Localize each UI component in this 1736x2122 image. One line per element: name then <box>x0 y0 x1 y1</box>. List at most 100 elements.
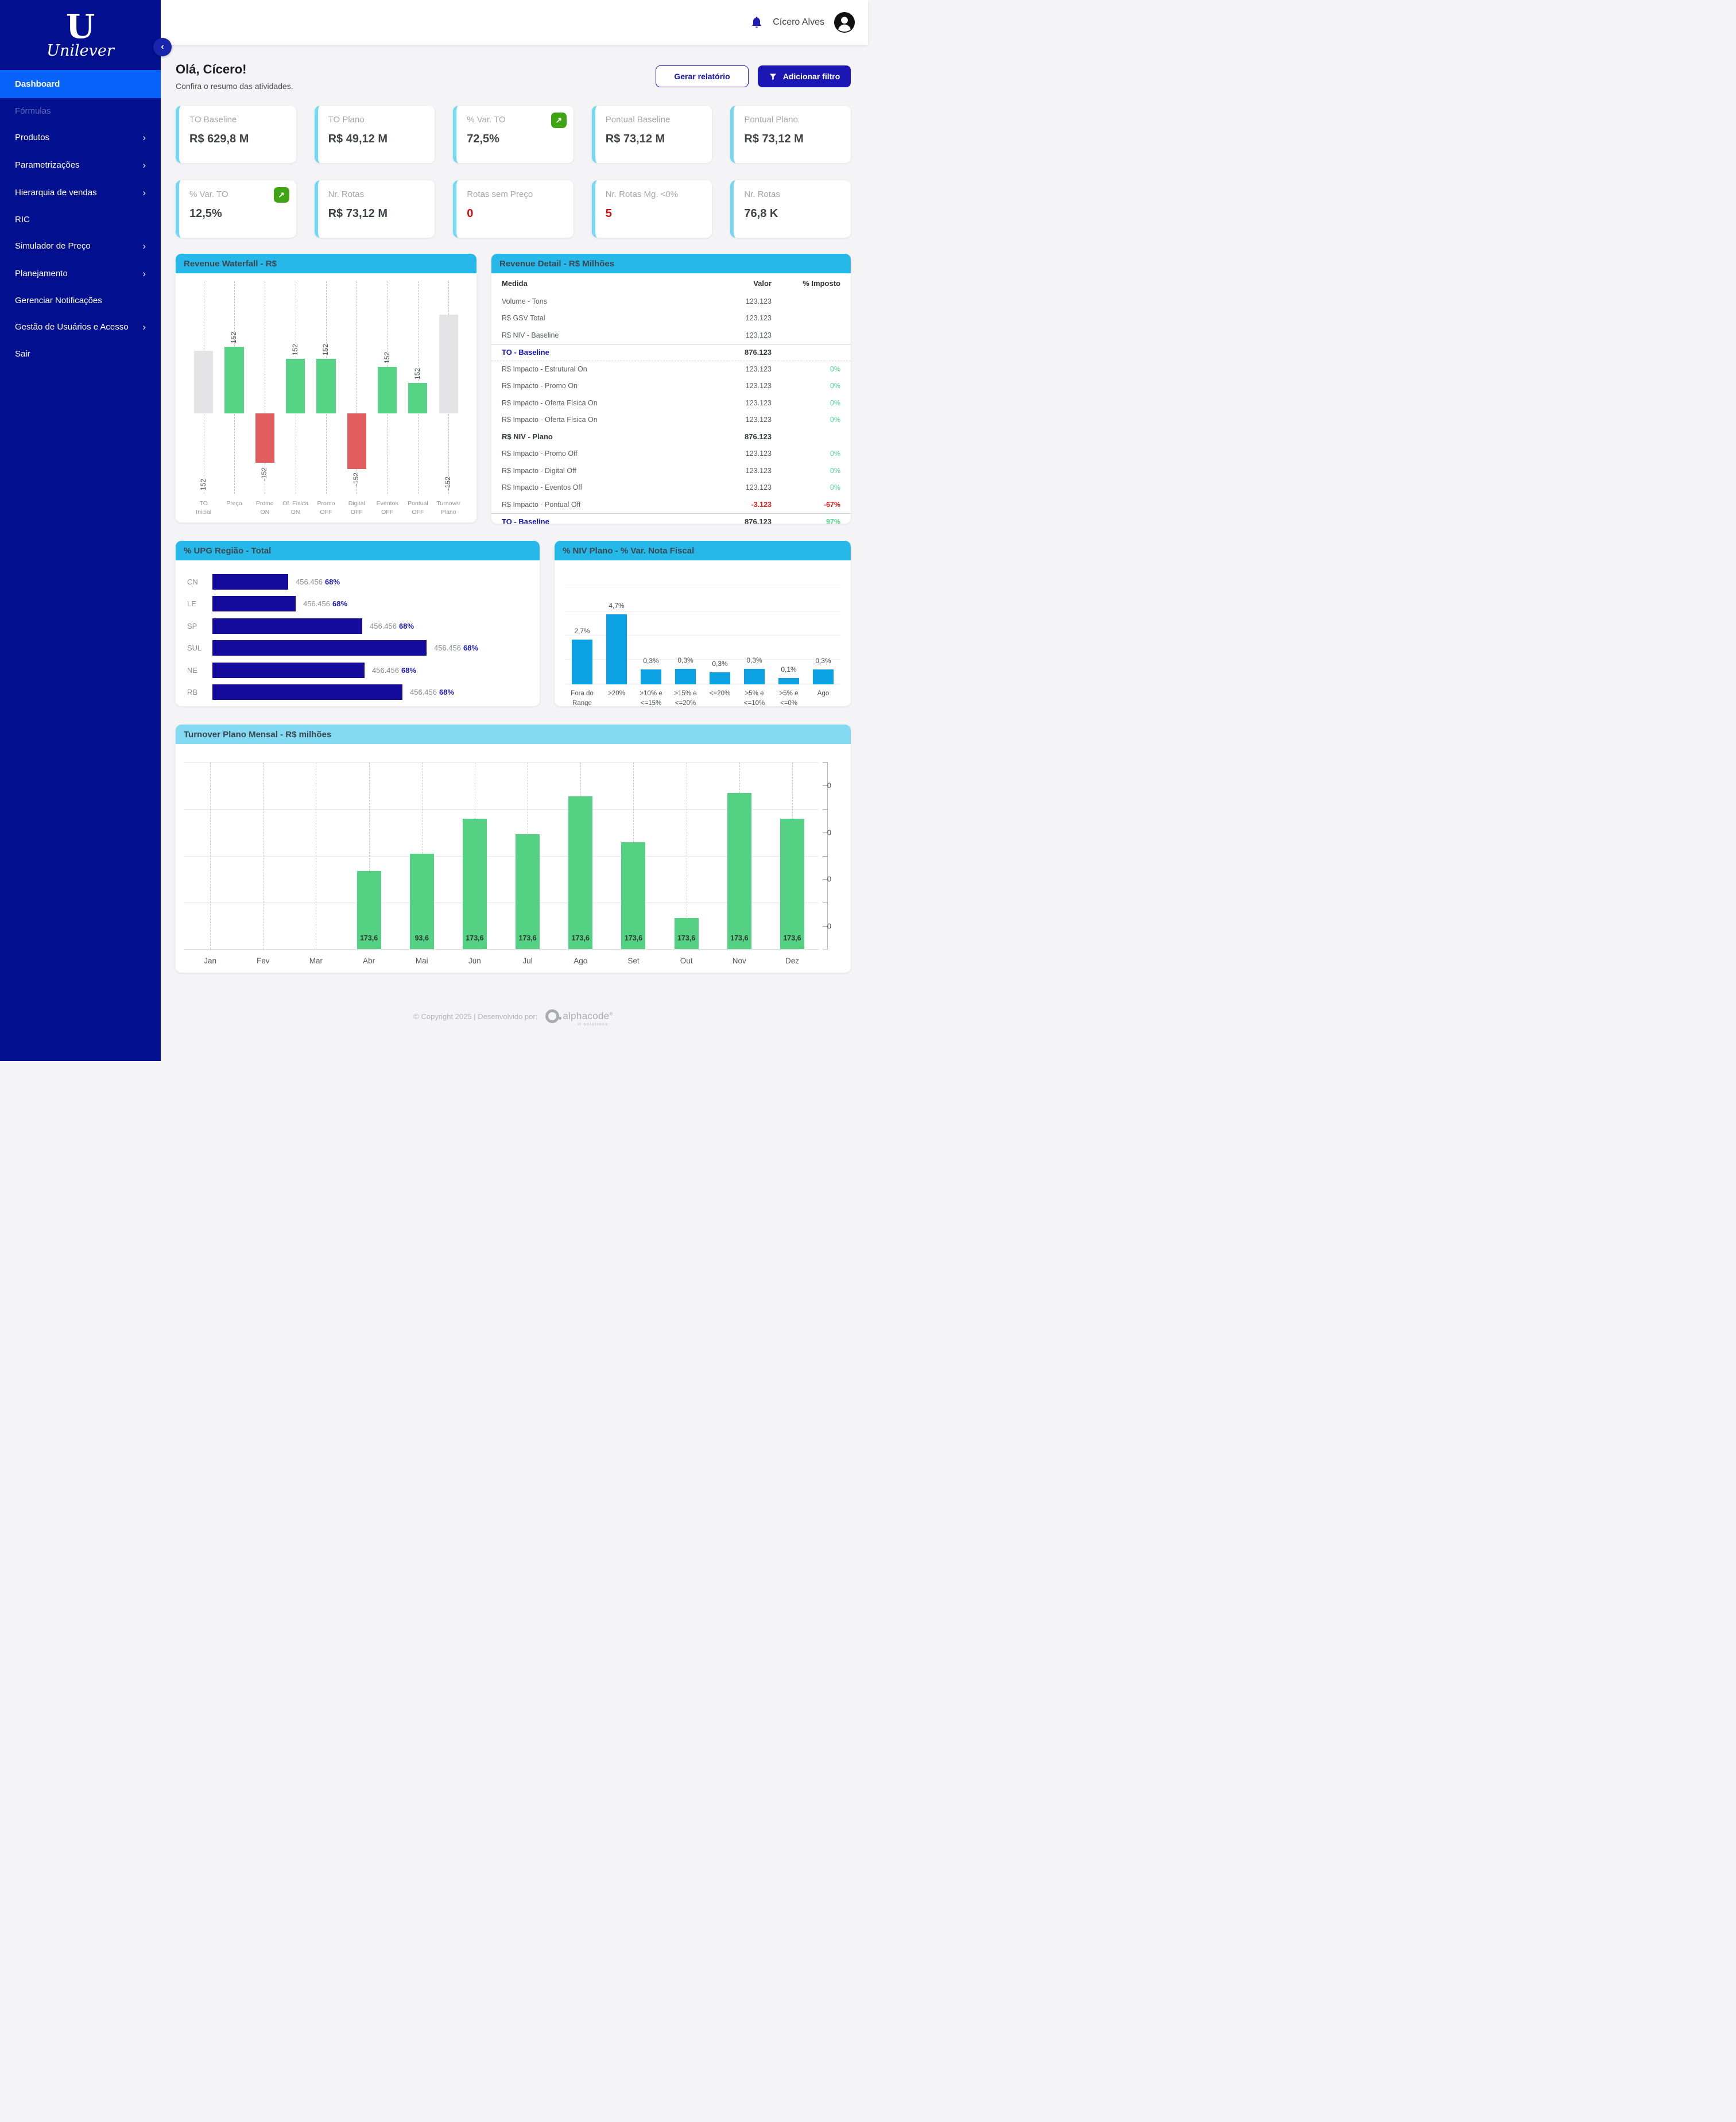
chevron-right-icon: › <box>142 240 146 251</box>
copyright-text: © Copyright 2025 | Desenvolvido por: <box>413 1012 538 1021</box>
waterfall-bar[interactable] <box>255 413 274 463</box>
table-row[interactable]: R$ Impacto - Estrutural On 123.123 0% <box>491 361 851 378</box>
turnover-bar[interactable] <box>727 793 751 949</box>
turnover-bar[interactable] <box>356 871 381 949</box>
chevron-right-icon: › <box>142 268 146 279</box>
upg-bar[interactable] <box>212 684 402 700</box>
turnover-bar[interactable] <box>780 819 804 949</box>
footer: © Copyright 2025 | Desenvolvido por: alp… <box>176 1009 851 1040</box>
sidebar-item-produtos[interactable]: Produtos › <box>15 131 146 143</box>
waterfall-column: 152 <box>188 281 219 494</box>
waterfall-bar[interactable] <box>408 383 428 413</box>
table-row-total[interactable]: R$ NIV - Plano 876.123 <box>502 432 772 442</box>
turnover-bar[interactable] <box>462 819 487 949</box>
niv-column: 0,3% <box>703 587 737 684</box>
sidebar-collapse-button[interactable]: ‹ <box>153 38 172 56</box>
waterfall-column: -152 <box>250 281 280 494</box>
waterfall-column: 152 <box>280 281 311 494</box>
sidebar-item-hierarquia[interactable]: Hierarquia de vendas › <box>15 187 146 198</box>
sidebar-item-planejamento[interactable]: Planejamento › <box>15 268 146 279</box>
table-row[interactable]: R$ Impacto - Eventos Off 123.123 0% <box>502 483 840 492</box>
niv-bar[interactable] <box>813 669 834 684</box>
sidebar-item-dashboard[interactable]: Dashboard <box>0 69 161 98</box>
topbar: Cícero Alves <box>161 0 868 45</box>
waterfall-bar[interactable] <box>224 347 244 413</box>
niv-bar[interactable] <box>778 678 799 684</box>
turnover-bar[interactable] <box>674 918 699 949</box>
niv-column: 2,7% <box>565 587 599 684</box>
turnover-bar[interactable] <box>621 842 646 949</box>
upg-bar-row: LE 456.456 68% <box>187 593 528 615</box>
sidebar-item-sair[interactable]: Sair <box>15 348 30 359</box>
upg-bar[interactable] <box>212 662 365 678</box>
kpi-card-rotas-sem-preco: Rotas sem Preço 0 <box>453 180 574 238</box>
table-row[interactable]: R$ Impacto - Oferta Física On 123.123 0% <box>502 416 840 424</box>
kpi-card-nr-rotas-1: Nr. Rotas R$ 73,12 M <box>314 180 435 238</box>
turnover-plot: 173,6 93,6 173,6 173,6 <box>184 762 831 950</box>
upg-regiao-chart: % UPG Região - Total CN 456.456 68% LE 45… <box>176 541 540 706</box>
sidebar-item-ric[interactable]: RIC <box>15 214 30 224</box>
niv-bar[interactable] <box>641 669 661 684</box>
table-row[interactable]: R$ Impacto - Oferta Física On 123.123 0% <box>502 398 840 407</box>
sidebar-item-notificacoes[interactable]: Gerenciar Notificações <box>15 295 102 305</box>
revenue-waterfall-chart: Revenue Waterfall - R$ 152 152 -152 <box>176 254 476 522</box>
generate-report-button[interactable]: Gerar relatório <box>656 65 749 87</box>
niv-bar[interactable] <box>675 669 696 684</box>
niv-x-axis: Fora do Range >20% >10% e <=15% >15% e <=20… <box>571 690 830 706</box>
turnover-column-mai: 93,6 <box>396 762 448 949</box>
user-avatar[interactable] <box>834 11 855 33</box>
waterfall-bar[interactable] <box>378 367 397 413</box>
waterfall-column: 152 <box>402 281 433 494</box>
niv-bar[interactable] <box>710 672 730 684</box>
waterfall-bar[interactable] <box>347 413 366 469</box>
upg-bar[interactable] <box>212 640 427 656</box>
waterfall-bar[interactable] <box>439 315 458 413</box>
upg-bar-row: SUL 456.456 68% <box>187 637 528 660</box>
add-filter-button[interactable]: Adicionar filtro <box>758 65 851 87</box>
sidebar-item-formulas[interactable]: Fórmulas <box>15 106 51 116</box>
waterfall-column: -152 <box>433 281 464 494</box>
notifications-bell-icon[interactable] <box>750 16 764 29</box>
trend-up-icon: ↗ <box>551 113 567 128</box>
table-row[interactable]: R$ Impacto - Promo On 123.123 0% <box>502 382 840 390</box>
upg-bar-row: SP 456.456 68% <box>187 615 528 637</box>
user-name[interactable]: Cícero Alves <box>773 17 824 27</box>
upg-bar[interactable] <box>212 574 288 590</box>
table-row[interactable]: R$ Impacto - Promo Off 123.123 0% <box>502 450 840 458</box>
chevron-right-icon: › <box>142 187 146 198</box>
niv-bar[interactable] <box>606 614 627 684</box>
page-title: Olá, Cícero! <box>176 62 247 76</box>
waterfall-bar[interactable] <box>286 359 305 413</box>
table-title: Revenue Detail - R$ Milhões <box>491 254 851 273</box>
table-row-total[interactable]: TO - Baseline 876.123 97% <box>491 513 851 524</box>
upg-bar[interactable] <box>212 596 296 612</box>
trend-up-icon: ↗ <box>273 187 289 203</box>
waterfall-column: -152 <box>342 281 372 494</box>
turnover-bar[interactable] <box>516 834 540 949</box>
turnover-bar[interactable] <box>409 854 434 949</box>
waterfall-bar[interactable] <box>194 351 214 413</box>
table-row-total[interactable]: TO - Baseline 876.123 <box>491 343 851 361</box>
niv-bar[interactable] <box>572 640 592 684</box>
turnover-bar[interactable] <box>568 796 593 949</box>
chevron-right-icon: › <box>142 131 146 143</box>
niv-column: 0,1% <box>772 587 806 684</box>
table-row[interactable]: R$ GSV Total 123.123 <box>502 314 772 323</box>
kpi-card-pontual-plano: Pontual Plano R$ 73,12 M <box>730 106 851 163</box>
sidebar-item-parametrizacoes[interactable]: Parametrizações › <box>15 159 146 171</box>
niv-column: 0,3% <box>806 587 840 684</box>
waterfall-bar[interactable] <box>316 359 336 413</box>
chevron-left-icon: ‹ <box>161 42 164 52</box>
upg-bar[interactable] <box>212 618 362 634</box>
chart-title: % NIV Plano - % Var. Nota Fiscal <box>555 541 851 560</box>
sidebar-item-simulador[interactable]: Simulador de Preço › <box>15 240 146 251</box>
niv-bar[interactable] <box>744 669 765 684</box>
table-row[interactable]: Volume - Tons 123.123 <box>502 297 772 305</box>
kpi-grid: TO Baseline R$ 629,8 M TO Plano R$ 49,12… <box>176 106 851 238</box>
table-row[interactable]: R$ Impacto - Digital Off 123.123 0% <box>502 466 840 475</box>
table-row[interactable]: R$ Impacto - Pontual Off -3.123 -67% <box>502 500 840 509</box>
page-header: Olá, Cícero! Confira o resumo das ativid… <box>176 62 851 91</box>
table-row[interactable]: R$ NIV - Baseline 123.123 <box>502 331 772 339</box>
filter-funnel-icon <box>769 73 776 80</box>
sidebar-item-gestao-usuarios[interactable]: Gestão de Usuários e Acesso › <box>15 321 146 332</box>
